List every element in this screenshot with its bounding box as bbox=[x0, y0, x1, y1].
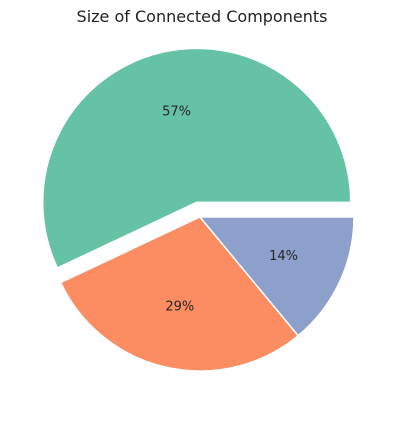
slice-label-0: 57% bbox=[162, 105, 191, 120]
pie-slice-2 bbox=[199, 216, 355, 337]
pie-labels: 57% 29% 14% bbox=[162, 105, 298, 315]
pie-slices bbox=[42, 47, 355, 372]
slice-label-1: 29% bbox=[165, 300, 194, 315]
pie-slice-1 bbox=[59, 216, 299, 372]
slice-label-2: 14% bbox=[269, 249, 298, 264]
chart-title: Size of Connected Components bbox=[76, 7, 328, 26]
pie-slice-0 bbox=[42, 47, 352, 269]
